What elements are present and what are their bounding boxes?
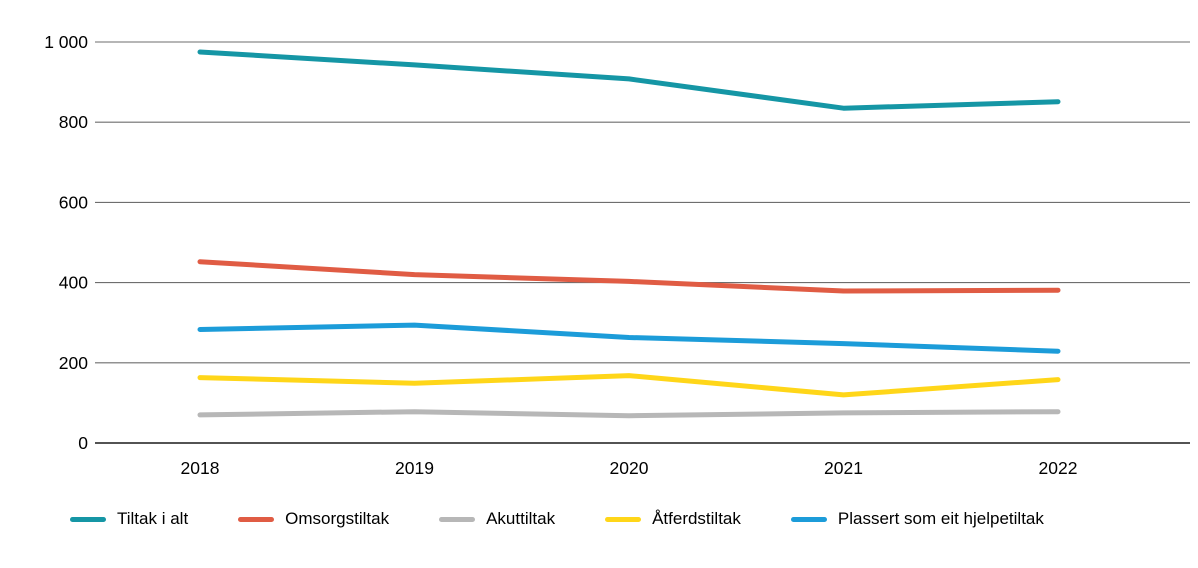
y-tick-label: 1 000	[44, 32, 88, 52]
y-tick-label: 600	[59, 192, 88, 212]
y-axis-tick-labels: 0 200 400 600 800 1 000	[44, 32, 88, 453]
x-tick-label: 2021	[824, 458, 863, 478]
y-tick-label: 800	[59, 112, 88, 132]
legend-item-omsorgstiltak: Omsorgstiltak	[238, 508, 389, 530]
legend-label: Omsorgstiltak	[285, 509, 390, 528]
legend-swatch-atferdstiltak	[605, 516, 642, 522]
y-tick-label: 0	[78, 433, 88, 453]
x-axis-tick-labels: 2018 2019 2020 2021 2022	[181, 458, 1078, 478]
series-lines	[197, 49, 1061, 419]
chart-legend: Tiltak i alt Omsorgstiltak Akuttiltak Åtfer…	[70, 508, 1044, 530]
y-tick-label: 200	[59, 353, 88, 373]
legend-item-tiltak-i-alt: Tiltak i alt	[70, 508, 188, 530]
legend-label: Åtferdstiltak	[652, 509, 741, 528]
y-tick-label: 400	[59, 273, 88, 293]
x-tick-label: 2019	[395, 458, 434, 478]
legend-swatch-plassert-som-eit-hjelpetiltak	[790, 516, 827, 522]
legend-label: Akuttiltak	[486, 509, 556, 528]
legend-swatch-akuttiltak	[439, 516, 476, 522]
legend-item-atferdstiltak: Åtferdstiltak	[605, 508, 741, 530]
line-plassert-som-eit-hjelpetiltak	[197, 322, 1061, 354]
line-akuttiltak	[197, 409, 1061, 419]
line-atferdstiltak	[197, 373, 1061, 398]
legend-item-akuttiltak: Akuttiltak	[439, 508, 555, 530]
legend-swatch-omsorgstiltak	[238, 516, 275, 522]
legend-item-plassert-som-eit-hjelpetiltak: Plassert som eit hjelpetiltak	[790, 508, 1044, 530]
line-omsorgstiltak	[197, 259, 1061, 294]
x-tick-label: 2022	[1039, 458, 1078, 478]
line-tiltak-i-alt	[197, 49, 1061, 111]
legend-label: Tiltak i alt	[117, 509, 189, 528]
x-tick-label: 2018	[181, 458, 220, 478]
legend-swatch-tiltak-i-alt	[70, 516, 106, 522]
x-tick-label: 2020	[610, 458, 649, 478]
legend-label: Plassert som eit hjelpetiltak	[837, 509, 1044, 528]
